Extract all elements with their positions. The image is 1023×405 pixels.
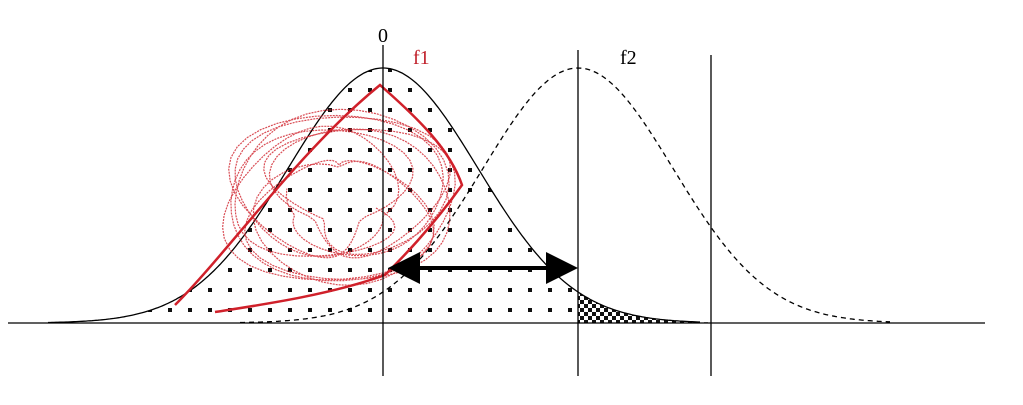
shapes (48, 67, 890, 324)
tail-hatch (578, 292, 711, 323)
f2-curve (240, 67, 890, 324)
scribble-loop (174, 83, 464, 314)
scribble (221, 108, 456, 286)
f1-curve (48, 67, 700, 324)
f2-label: f2 (620, 47, 637, 69)
zero-label: 0 (378, 25, 388, 47)
f1-fill (48, 68, 578, 323)
f1-label: f1 (413, 47, 430, 69)
